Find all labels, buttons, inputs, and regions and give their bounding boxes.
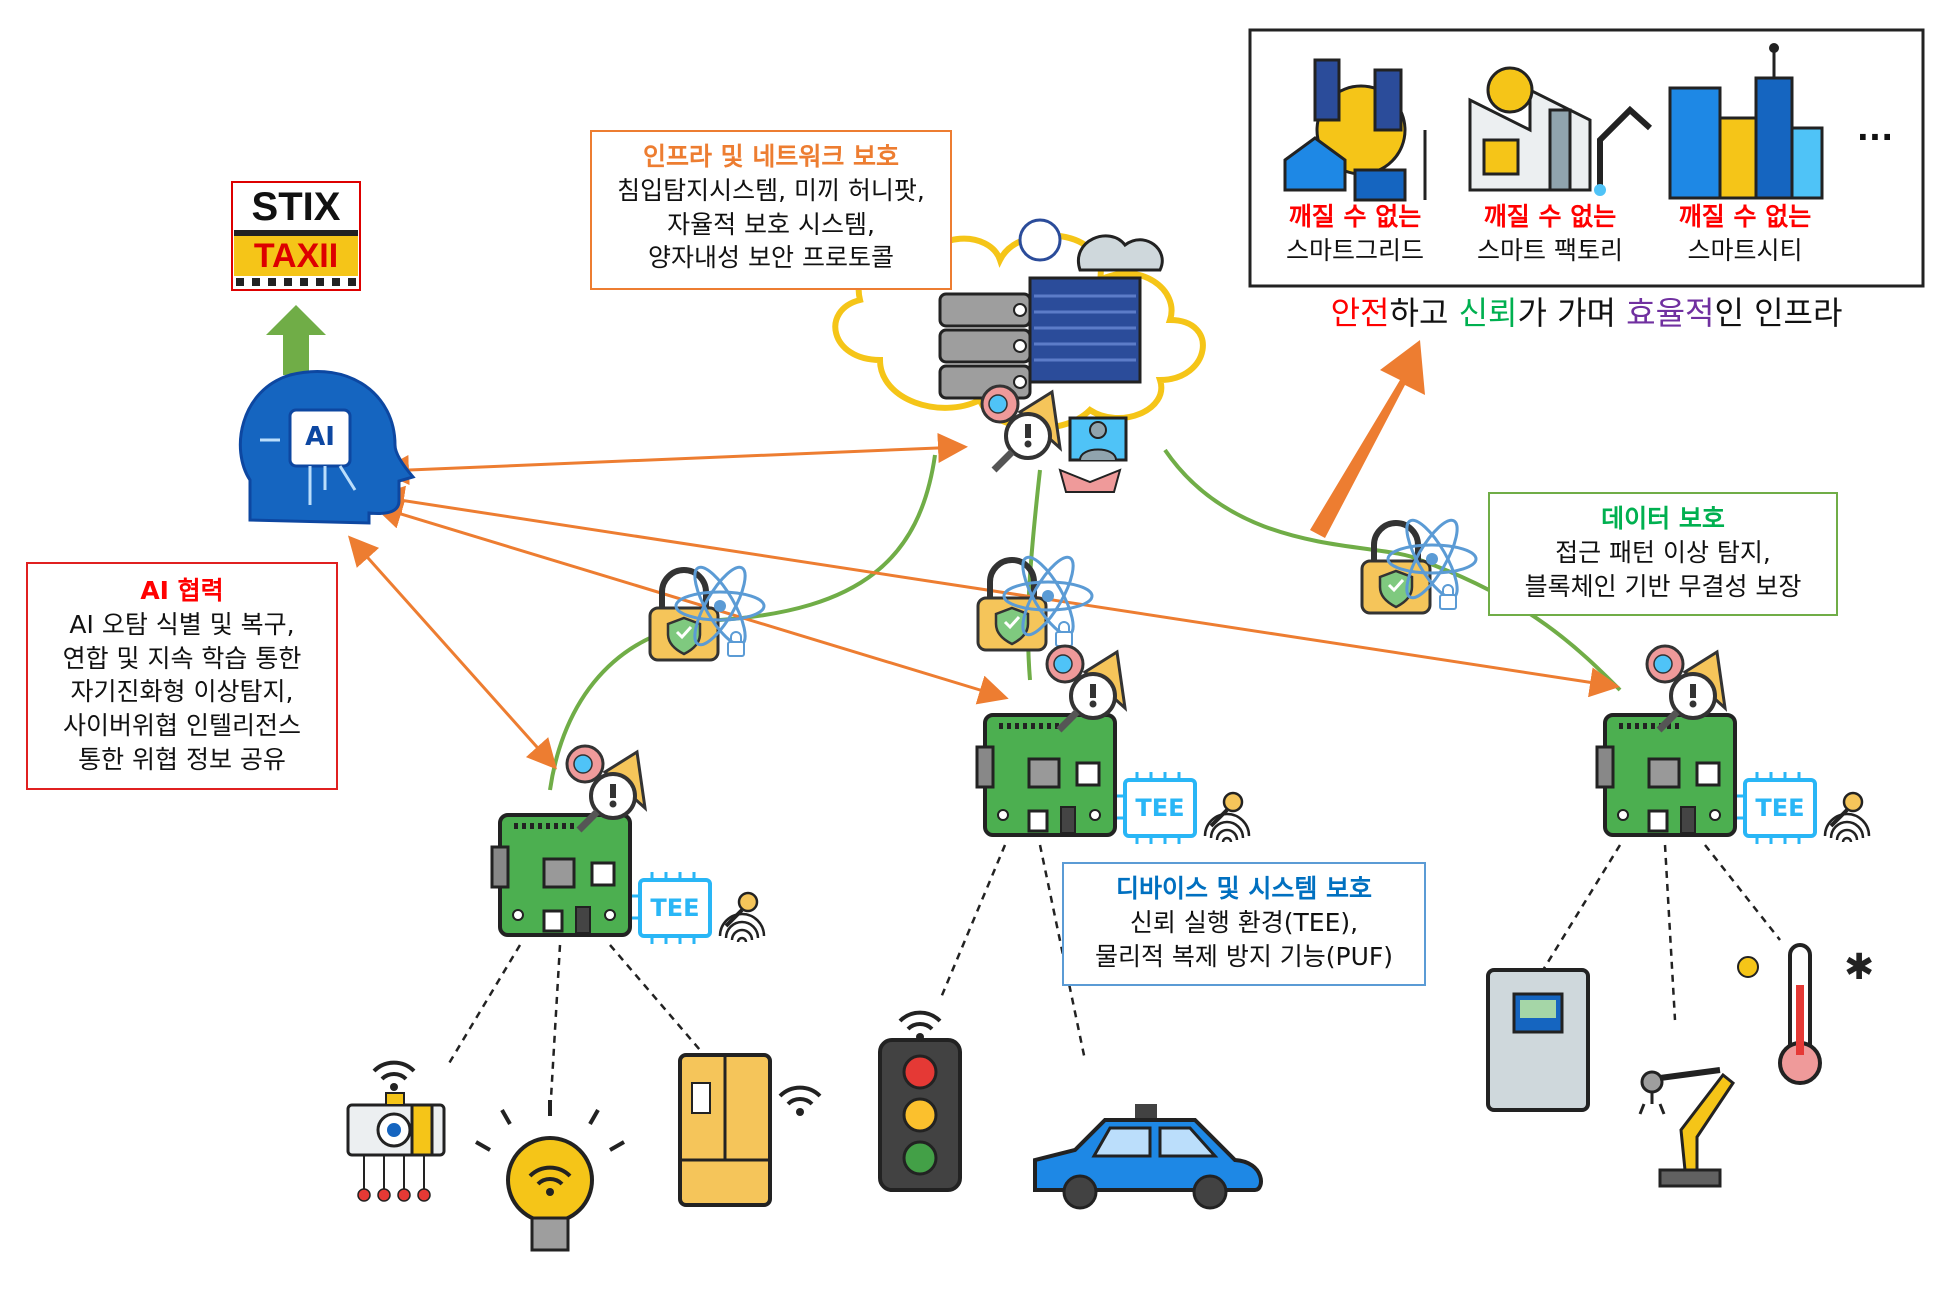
showcase-item-1: 깨질 수 없는 스마트그리드 <box>1265 200 1445 270</box>
orange-arrows <box>348 433 1620 770</box>
smart-factory-icon <box>1468 66 1653 196</box>
robot-arm-icon <box>1638 1067 1736 1188</box>
arrow-ai-board1 <box>348 535 557 770</box>
arrow-ai-board3 <box>374 485 1620 698</box>
smart-bulb-icon <box>475 1100 625 1252</box>
svg-text:✱: ✱ <box>1844 947 1874 988</box>
control-panel-icon <box>1486 968 1590 1112</box>
tee-label-mid: TEE <box>1135 794 1185 822</box>
ai-cooperation-line-5: 통한 위협 정보 공유 <box>78 744 286 774</box>
tagline-part-6: 인 인프라 <box>1714 294 1843 332</box>
thermometer-icon: ✱ <box>1737 943 1874 1085</box>
smart-city-icon <box>1668 43 1824 200</box>
stix-label: STIX <box>251 185 341 229</box>
tee-label-left: TEE <box>650 894 700 922</box>
tagline-part-4: 가 가며 <box>1517 294 1627 332</box>
showcase-item-1-top: 깨질 수 없는 <box>1288 202 1422 231</box>
fridge-wifi-icon <box>778 1085 822 1118</box>
green-up-arrow <box>266 305 326 375</box>
tagline-part-5: 효율적 <box>1626 294 1715 332</box>
traffic-wifi-icon <box>898 1010 942 1043</box>
device-protection-title: 디바이스 및 시스템 보호 <box>1115 874 1373 903</box>
data-protection-line-2: 블록체인 기반 무결성 보장 <box>1524 571 1802 601</box>
lock-shield-icon-mid <box>978 551 1092 650</box>
showcase-item-1-bottom: 스마트그리드 <box>1285 235 1424 265</box>
showcase-item-2-top: 깨질 수 없는 <box>1483 202 1617 231</box>
hacker-monitor-icon <box>1058 416 1128 493</box>
smart-grid-icon <box>1283 58 1427 202</box>
taxii-label: TAXII <box>253 237 339 275</box>
ai-head-icon <box>238 370 416 525</box>
board-right <box>1595 713 1737 837</box>
projector-icon <box>346 1092 446 1202</box>
tee-label-right: TEE <box>1755 794 1805 822</box>
ai-cooperation-line-4: 사이버위협 인텔리전스 <box>63 711 301 740</box>
board-left <box>490 813 632 937</box>
data-protection-box: 데이터 보호 접근 패턴 이상 탐지, 블록체인 기반 무결성 보장 <box>1488 492 1838 616</box>
tagline: 안전하고 신뢰가 가며 효율적인 인프라 <box>1250 292 1923 334</box>
data-protection-title: 데이터 보호 <box>1601 504 1725 533</box>
showcase-item-3: 깨질 수 없는 스마트시티 <box>1655 200 1835 270</box>
big-orange-arrow <box>1310 340 1425 538</box>
infra-protection-line-1: 침입탐지시스템, 미끼 허니팟, <box>617 175 925 205</box>
autonomous-car-icon <box>1033 1104 1263 1210</box>
lock-shield-icon-right <box>1362 514 1476 613</box>
showcase-item-3-bottom: 스마트시티 <box>1687 235 1803 265</box>
showcase-item-2: 깨질 수 없는 스마트 팩토리 <box>1460 200 1640 270</box>
lock-shield-icon-left <box>650 561 764 660</box>
smart-fridge-icon <box>678 1053 772 1207</box>
board-mid <box>975 713 1117 837</box>
device-protection-line-1: 신뢰 실행 환경(TEE), <box>1129 907 1359 937</box>
device-protection-line-2: 물리적 복제 방지 기능(PUF) <box>1094 941 1394 971</box>
ai-cooperation-line-3: 자기진화형 이상탐지, <box>70 677 294 707</box>
ai-cooperation-title: AI 협력 <box>140 576 224 605</box>
ai-cooperation-line-1: AI 오탐 식별 및 복구, <box>69 609 295 639</box>
showcase-ellipsis: ... <box>1856 110 1894 148</box>
server-stack-icon <box>938 218 1164 400</box>
tagline-part-2: 하고 <box>1389 294 1459 332</box>
infra-protection-line-3: 양자내성 보안 프로토콜 <box>648 243 894 273</box>
traffic-light-icon <box>878 1038 962 1192</box>
infra-protection-box: 인프라 및 네트워크 보호 침입탐지시스템, 미끼 허니팟, 자율적 보호 시스… <box>590 130 952 290</box>
projector-wifi-icon <box>372 1060 416 1093</box>
ai-head-label: AI <box>305 422 335 452</box>
stix-taxii-logo <box>231 181 361 291</box>
data-protection-line-1: 접근 패턴 이상 탐지, <box>1555 537 1771 567</box>
showcase-item-2-bottom: 스마트 팩토리 <box>1477 235 1623 265</box>
arrow-ai-cloud <box>379 433 968 485</box>
tagline-part-3: 신뢰 <box>1458 294 1518 332</box>
ai-cooperation-box: AI 협력 AI 오탐 식별 및 복구, 연합 및 지속 학습 통한 자기진화형… <box>26 562 338 790</box>
infra-protection-title: 인프라 및 네트워크 보호 <box>642 142 900 171</box>
tagline-part-1: 안전 <box>1330 294 1390 332</box>
device-protection-box: 디바이스 및 시스템 보호 신뢰 실행 환경(TEE), 물리적 복제 방지 기… <box>1062 862 1426 986</box>
infra-protection-line-2: 자율적 보호 시스템, <box>667 209 875 239</box>
showcase-item-3-top: 깨질 수 없는 <box>1678 202 1812 231</box>
ai-cooperation-line-2: 연합 및 지속 학습 통한 <box>62 643 302 673</box>
